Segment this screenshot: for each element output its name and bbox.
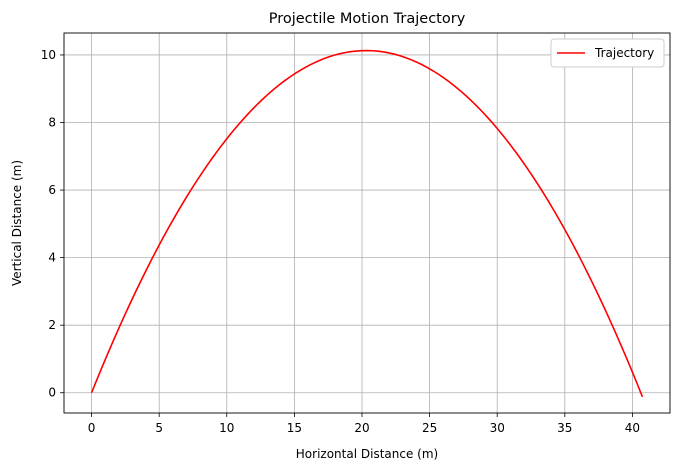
y-tick-label: 8: [48, 116, 56, 130]
x-tick-label: 35: [557, 421, 572, 435]
trajectory-line: [90, 49, 644, 398]
plot-area: [64, 33, 670, 413]
x-axis-label: Horizontal Distance (m): [296, 447, 438, 461]
x-tick-label: 20: [354, 421, 369, 435]
x-tick-label: 40: [625, 421, 640, 435]
y-axis-label: Vertical Distance (m): [10, 160, 24, 286]
grid: [64, 33, 670, 413]
x-tick-label: 5: [155, 421, 163, 435]
x-tick-label: 0: [88, 421, 96, 435]
legend-label-trajectory: Trajectory: [594, 46, 654, 60]
y-tick-label: 6: [48, 183, 56, 197]
y-axis: 0 2 4 6 8 10: [41, 48, 64, 400]
x-axis: 0 5 10 15 20 25 30 35 40: [88, 413, 640, 435]
legend-box: [550, 38, 665, 68]
y-tick-label: 2: [48, 318, 56, 332]
plot-frame: [63, 32, 671, 414]
chart-title: Projectile Motion Trajectory: [269, 11, 466, 27]
y-tick-label: 4: [48, 251, 56, 265]
x-tick-label: 25: [422, 421, 437, 435]
y-tick-label: 10: [41, 48, 56, 62]
x-tick-label: 10: [219, 421, 234, 435]
x-tick-label: 30: [490, 421, 505, 435]
x-tick-label: 15: [287, 421, 302, 435]
legend: Trajectory: [550, 38, 665, 68]
y-tick-label: 0: [48, 386, 56, 400]
